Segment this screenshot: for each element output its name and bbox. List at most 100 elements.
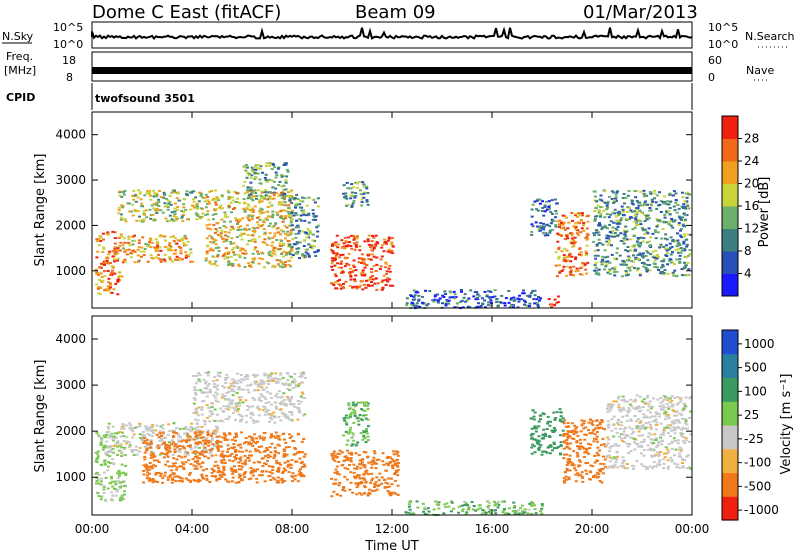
y-tick-label-2: 3000 (55, 378, 86, 392)
scatter-region-12 (547, 295, 560, 309)
nsearch-tick-bottom: 10^0 (708, 38, 738, 51)
colorbar-swatch-3 (722, 206, 738, 229)
scatter-region-1 (122, 234, 195, 264)
colorbar-swatch-2 (722, 228, 738, 252)
cpid-strip: CPID twofsound 3501 (6, 83, 693, 110)
freq-strip: Freq. [MHz] 18 8 60 0 Nave (4, 50, 774, 84)
velocity-colorbar-label: Velocity [m s⁻¹] (779, 374, 794, 475)
nave-label: Nave (746, 64, 774, 77)
cpid-label: CPID (6, 91, 35, 104)
scatter-region-9 (605, 394, 693, 470)
colorbar-tick-label-5: -100 (744, 456, 771, 470)
colorbar-swatch-1 (722, 472, 738, 497)
velocity-ylabel: Slant Range [km] (33, 360, 48, 473)
scatter-region-2 (117, 189, 208, 223)
y-tick-label-1: 2000 (55, 218, 86, 232)
power-scatter-data (94, 162, 692, 310)
scatter-region-5 (287, 194, 320, 260)
freq-unit: [MHz] (4, 64, 36, 77)
colorbar-tick-label-5: 24 (744, 154, 759, 168)
power-colorbar: 4 8 12 16 20 24 28 (721, 115, 759, 297)
scatter-region-8 (405, 289, 543, 310)
colorbar-tick-label-0: 4 (744, 267, 752, 281)
nsky-strip: N.Sky 10^5 10^0 10^5 10^0 N.Search (2, 21, 795, 51)
y-tick-label-2: 3000 (55, 173, 86, 187)
colorbar-tick-label-1: 8 (744, 244, 752, 258)
beam-title: Beam 09 (355, 2, 436, 23)
colorbar-tick-label-1: 500 (744, 361, 767, 375)
scatter-region-5 (342, 401, 370, 447)
y-tick-label-0: 1000 (55, 470, 86, 484)
scatter-region-6 (404, 500, 544, 516)
colorbar-swatch-7 (722, 116, 738, 139)
y-tick-label-0: 1000 (55, 264, 86, 278)
x-tick-label-2: 08:00 (275, 522, 310, 536)
colorbar-tick-label-6: -500 (744, 479, 771, 493)
colorbar-swatch-5 (722, 161, 738, 184)
velocity-colorbar: 1000 500 100 25 -25 -100 -500 -1000 (721, 329, 779, 521)
colorbar-tick-label-2: 100 (744, 384, 767, 398)
scatter-region-10 (554, 212, 590, 278)
velocity-y-axis: 1000 2000 3000 4000 (55, 332, 692, 484)
colorbar-swatch-2 (722, 448, 738, 474)
power-y-axis: 1000 2000 3000 4000 (55, 128, 692, 278)
station-title: Dome C East (fitACF) (92, 2, 281, 23)
colorbar-swatch-5 (722, 377, 738, 402)
scatter-region-0 (94, 431, 128, 502)
colorbar-swatch-6 (722, 353, 738, 379)
nave-tick-bottom: 0 (708, 71, 715, 84)
colorbar-swatch-0 (722, 273, 738, 297)
velocity-panel: 1000 2000 3000 4000 00:00 04:00 08:00 12:00 16:… (33, 315, 794, 554)
scatter-region-4 (330, 449, 400, 498)
freq-tick-bottom: 8 (66, 71, 73, 84)
scatter-region-9 (530, 198, 559, 237)
nsky-tick-top: 10^5 (53, 21, 83, 34)
x-tick-label-3: 12:00 (375, 522, 410, 536)
scatter-region-11 (592, 189, 692, 278)
nsky-trace (91, 26, 693, 41)
colorbar-swatch-1 (722, 251, 738, 274)
colorbar-swatch-0 (722, 496, 738, 521)
nsky-label: N.Sky (2, 30, 34, 43)
scatter-region-3 (204, 189, 295, 269)
colorbar-tick-label-0: 1000 (744, 337, 775, 351)
colorbar-swatch-4 (722, 401, 738, 426)
power-x-ticks (91, 112, 693, 308)
colorbar-tick-label-2: 12 (744, 222, 759, 236)
scatter-region-7 (529, 408, 565, 456)
colorbar-swatch-6 (722, 138, 738, 162)
colorbar-tick-label-6: 28 (744, 132, 759, 146)
colorbar-swatch-7 (722, 330, 738, 355)
colorbar-frame (721, 329, 739, 521)
scatter-region-2 (142, 431, 307, 484)
scatter-region-4 (242, 162, 290, 200)
scatter-region-8 (562, 418, 608, 484)
x-tick-label-1: 04:00 (175, 522, 210, 536)
cpid-value: twofsound 3501 (95, 92, 195, 105)
colorbar-tick-label-3: 16 (744, 199, 759, 213)
freq-tick-top: 18 (62, 54, 76, 67)
time-xlabel: Time UT (364, 539, 418, 554)
power-ylabel: Slant Range [km] (33, 154, 48, 267)
scatter-region-3 (192, 371, 307, 424)
scatter-region-7 (342, 180, 370, 208)
scatter-region-6 (330, 234, 395, 291)
nave-tick-top: 60 (708, 54, 722, 67)
nsky-tick-bottom: 10^0 (53, 38, 83, 51)
velocity-scatter-data (94, 371, 693, 516)
nsearch-label: N.Search (745, 30, 795, 43)
nsearch-tick-top: 10^5 (708, 21, 738, 34)
scatter-region-0 (94, 230, 125, 296)
nave-band (92, 67, 692, 74)
colorbar-tick-label-4: 20 (744, 177, 759, 191)
colorbar-swatch-3 (722, 425, 738, 450)
power-panel: 1000 2000 3000 4000 Slant Range [km] 4 8 12 16… (33, 111, 772, 310)
power-colorbar-label: Power [dB] (757, 177, 772, 248)
x-tick-label-5: 20:00 (575, 522, 610, 536)
colorbar-tick-label-3: 25 (744, 408, 759, 422)
x-tick-label-6: 00:00 (675, 522, 710, 536)
date-title: 01/Mar/2013 (583, 2, 698, 23)
y-tick-label-1: 2000 (55, 424, 86, 438)
freq-label: Freq. (6, 50, 33, 63)
